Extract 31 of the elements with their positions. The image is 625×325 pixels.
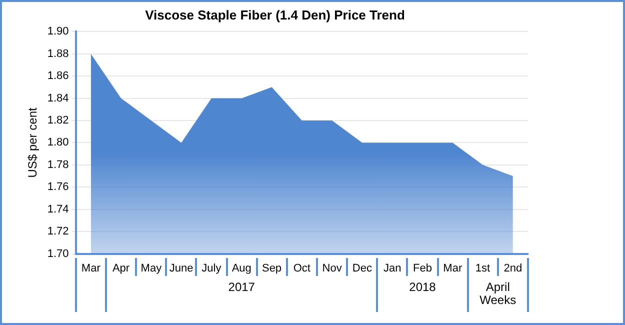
x-tick-label: Nov [322, 262, 342, 274]
chart-title: Viscose Staple Fiber (1.4 Den) Price Trend [145, 7, 405, 22]
y-axis-title: US$ per cent [26, 107, 40, 178]
x-tick-label: Aug [232, 262, 252, 274]
x-tick-label: July [202, 262, 222, 274]
x-tick-label: May [140, 262, 162, 274]
x-tick-label: 1st [475, 262, 490, 274]
y-tick-label: 1.72 [47, 226, 69, 238]
y-tick-label: 1.80 [47, 136, 69, 149]
x-tick-label: Apr [112, 262, 130, 274]
text: 2018 [409, 280, 436, 294]
y-tick-label: 1.82 [47, 114, 69, 127]
y-tick-label: 1.78 [47, 158, 69, 171]
x-tick-label: Mar [443, 262, 462, 274]
x-tick-label: Mar [81, 262, 101, 274]
text: April Weeks [480, 280, 516, 308]
x-tick-label: Sep [262, 262, 282, 274]
x-tick-label: Dec [352, 262, 372, 274]
x-tick-label: Jan [383, 262, 402, 274]
text: 2017 [228, 280, 256, 294]
x-tick-label: Oct [293, 262, 310, 274]
y-tick-label: 1.88 [47, 48, 69, 60]
y-tick-label: 1.74 [47, 203, 69, 216]
x-tick-label: Feb [413, 262, 432, 274]
y-tick-label: 1.84 [47, 92, 69, 104]
y-tick-label: 1.70 [47, 248, 69, 260]
x-tick-label: 2nd [504, 262, 522, 274]
y-tick-label: 1.90 [47, 26, 69, 38]
y-tick-label: 1.76 [47, 181, 69, 194]
y-tick-label: 1.86 [47, 70, 69, 82]
x-tick-label: June [169, 262, 194, 274]
